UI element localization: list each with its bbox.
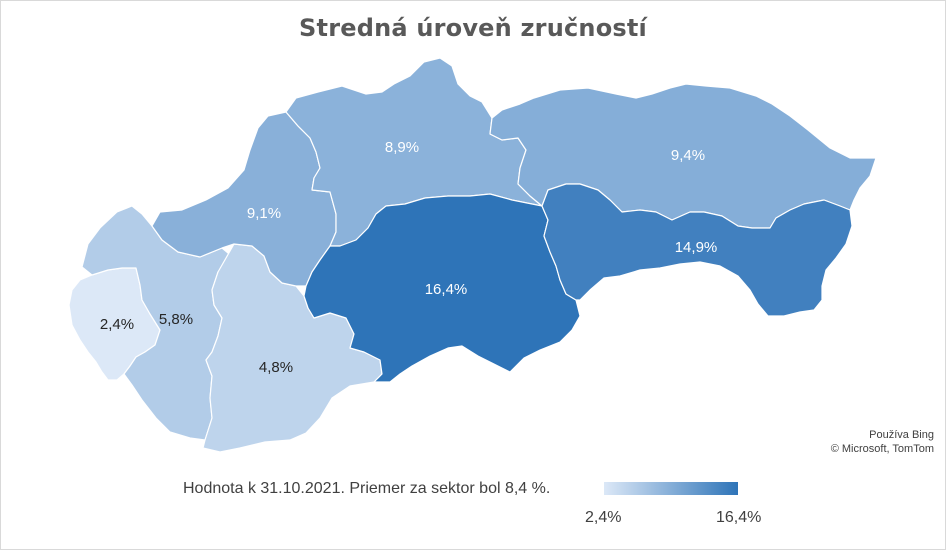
map-attribution: Používa Bing © Microsoft, TomTom bbox=[831, 428, 934, 456]
label-trencin: 9,1% bbox=[247, 205, 281, 222]
label-kosice: 14,9% bbox=[675, 239, 718, 256]
attribution-bing: Používa Bing bbox=[869, 429, 934, 441]
footnote: Hodnota k 31.10.2021. Priemer za sektor … bbox=[183, 480, 551, 497]
region-banska-bystrica[interactable] bbox=[303, 193, 581, 383]
map-title: Stredná úroveň zručností bbox=[299, 14, 647, 42]
label-trnava: 5,8% bbox=[159, 311, 193, 328]
label-presov: 9,4% bbox=[671, 147, 705, 164]
label-zilina: 8,9% bbox=[385, 139, 419, 156]
legend-min-label: 2,4% bbox=[585, 509, 622, 526]
label-banska-bystrica: 16,4% bbox=[425, 281, 468, 298]
label-bratislava: 2,4% bbox=[100, 316, 134, 333]
legend-max-label: 16,4% bbox=[716, 509, 762, 526]
region-kosice[interactable] bbox=[541, 183, 853, 317]
legend-color-scale bbox=[604, 482, 738, 495]
label-nitra: 4,8% bbox=[259, 359, 293, 376]
attribution-copyright: © Microsoft, TomTom bbox=[830, 443, 934, 455]
